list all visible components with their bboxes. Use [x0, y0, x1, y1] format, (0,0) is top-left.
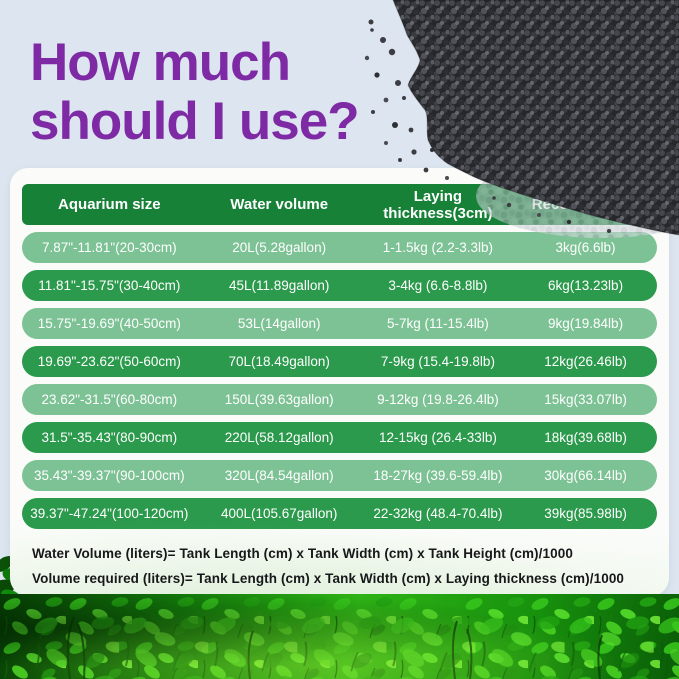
cell-recommended: 30kg(66.14lb)	[544, 468, 627, 483]
cell-aquarium-size: 23.62"-31.5"(60-80cm)	[41, 392, 178, 407]
cell-water-volume: 400L(105.67gallon)	[220, 506, 338, 521]
cell-aquarium-size: 11.81"-15.75"(30-40cm)	[38, 278, 181, 293]
page-title: How much should I use?	[30, 33, 360, 152]
cell-laying-thickness: 1-1.5kg (2.2-3.3lb)	[382, 240, 494, 255]
cell-water-volume: 20L(5.28gallon)	[232, 240, 327, 255]
table-row: 19.69"-23.62"(50-60cm) 70L(18.49gallon) …	[22, 346, 657, 377]
cell-water-volume: 220L(58.12gallon)	[224, 430, 334, 445]
cell-laying-thickness: 7-9kg (15.4-19.8lb)	[380, 354, 495, 369]
cell-water-volume: 70L(18.49gallon)	[228, 354, 330, 369]
cell-laying-thickness: 22-32kg (48.4-70.4lb)	[373, 506, 503, 521]
cell-recommended: 9kg(19.84lb)	[548, 316, 624, 331]
header-water-volume: Water volume	[230, 196, 329, 213]
cell-water-volume: 45L(11.89gallon)	[229, 278, 330, 293]
plants-photo	[0, 594, 679, 679]
cell-aquarium-size: 31.5"-35.43"(80-90cm)	[41, 430, 178, 445]
table-row: 39.37"-47.24"(100-120cm) 400L(105.67gall…	[22, 498, 657, 529]
cell-aquarium-size: 35.43"-39.37"(90-100cm)	[33, 468, 185, 483]
water-volume-formula: Water Volume (liters)= Tank Length (cm) …	[32, 546, 573, 561]
cell-recommended: 12kg(26.46lb)	[544, 354, 627, 369]
cell-laying-thickness: 5-7kg (11-15.4lb)	[387, 316, 489, 331]
table-card: Aquarium size Water volume Laying thickn…	[10, 168, 669, 596]
table-row: 11.81"-15.75"(30-40cm) 45L(11.89gallon) …	[22, 270, 657, 301]
cell-recommended: 6kg(13.23lb)	[548, 278, 624, 293]
cell-aquarium-size: 7.87"-11.81"(20-30cm)	[41, 240, 177, 255]
header-laying-thickness: Laying thickness(3cm)	[383, 187, 493, 222]
cell-laying-thickness: 3-4kg (6.6-8.8lb)	[388, 278, 488, 293]
cell-recommended: 15kg(33.07lb)	[544, 392, 627, 407]
cell-aquarium-size: 39.37"-47.24"(100-120cm)	[30, 506, 189, 521]
cell-water-volume: 320L(84.54gallon)	[224, 468, 334, 483]
cell-recommended: 18kg(39.68lb)	[544, 430, 627, 445]
table-row: 31.5"-35.43"(80-90cm) 220L(58.12gallon) …	[22, 422, 657, 453]
table-header-row: Aquarium size Water volume Laying thickn…	[22, 184, 657, 225]
page-title-line1: How much	[30, 33, 291, 92]
formula-notes: Water Volume (liters)= Tank Length (cm) …	[22, 546, 657, 586]
cell-recommended: 3kg(6.6lb)	[555, 240, 616, 255]
table-row: 15.75"-19.69"(40-50cm) 53L(14gallon) 5-7…	[22, 308, 657, 339]
header-aquarium-size: Aquarium size	[58, 196, 161, 213]
cell-aquarium-size: 19.69"-23.62"(50-60cm)	[37, 354, 181, 369]
cell-water-volume: 150L(39.63gallon)	[224, 392, 334, 407]
table-row: 35.43"-39.37"(90-100cm) 320L(84.54gallon…	[22, 460, 657, 491]
cell-recommended: 39kg(85.98lb)	[544, 506, 627, 521]
page-title-line2: should I use?	[30, 92, 360, 152]
header-recommended: Recommended	[531, 196, 640, 213]
cell-laying-thickness: 18-27kg (39.6-59.4lb)	[373, 468, 503, 483]
table-body: 7.87"-11.81"(20-30cm) 20L(5.28gallon) 1-…	[22, 232, 657, 529]
cell-laying-thickness: 12-15kg (26.4-33lb)	[379, 430, 497, 445]
table-row: 7.87"-11.81"(20-30cm) 20L(5.28gallon) 1-…	[22, 232, 657, 263]
cell-aquarium-size: 15.75"-19.69"(40-50cm)	[37, 316, 181, 331]
volume-required-formula: Volume required (liters)= Tank Length (c…	[32, 571, 625, 586]
cell-water-volume: 53L(14gallon)	[237, 316, 321, 331]
table-row: 23.62"-31.5"(60-80cm) 150L(39.63gallon) …	[22, 384, 657, 415]
cell-laying-thickness: 9-12kg (19.8-26.4lb)	[377, 392, 499, 407]
